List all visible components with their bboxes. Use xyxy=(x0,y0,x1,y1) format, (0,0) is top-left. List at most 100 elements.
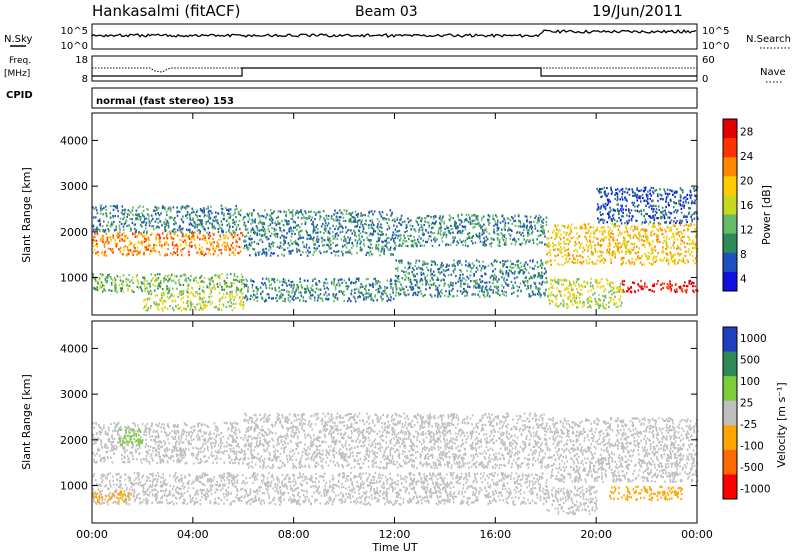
power-echo-cell xyxy=(407,217,409,220)
power-echo-cell xyxy=(278,290,281,293)
power-echo-cell xyxy=(242,218,244,221)
power-echo-cell xyxy=(475,223,477,226)
power-echo-cell xyxy=(469,263,471,266)
power-echo-cell xyxy=(407,261,410,264)
power-echo-cell xyxy=(135,229,137,232)
power-echo-cell xyxy=(442,215,444,218)
power-echo-cell xyxy=(592,231,595,235)
power-echo-cell xyxy=(261,298,264,301)
power-echo-cell xyxy=(356,251,358,255)
power-echo-cell xyxy=(541,220,543,223)
power-echo-cell xyxy=(256,287,258,290)
power-echo-cell xyxy=(501,237,504,240)
power-echo-cell xyxy=(163,291,165,294)
power-echo-cell xyxy=(638,196,640,199)
power-echo-cell xyxy=(374,283,377,286)
power-echo-cell xyxy=(689,190,692,194)
power-echo-cell xyxy=(480,227,482,230)
power-echo-cell xyxy=(564,262,566,265)
power-echo-cell xyxy=(263,227,266,230)
power-echo-cell xyxy=(316,299,319,302)
power-echo-cell xyxy=(550,263,552,266)
power-echo-cell xyxy=(370,233,373,236)
power-echo-cell xyxy=(511,216,513,219)
power-echo-cell xyxy=(536,243,539,246)
power-echo-cell xyxy=(597,255,600,258)
power-echo-cell xyxy=(643,239,645,242)
power-echo-cell xyxy=(601,244,603,247)
power-echo-cell xyxy=(608,229,610,232)
power-echo-cell xyxy=(253,298,256,301)
power-echo-cell xyxy=(158,213,161,217)
power-echo-cell xyxy=(221,207,224,210)
power-echo-cell xyxy=(325,214,328,217)
power-echo-cell xyxy=(342,213,344,216)
power-echo-cell xyxy=(206,286,208,289)
power-echo-cell xyxy=(113,220,115,223)
power-echo-cell xyxy=(140,217,142,220)
power-echo-cell xyxy=(198,232,201,235)
power-echo-cell xyxy=(359,242,361,245)
power-echo-cell xyxy=(353,218,355,221)
power-echo-cell xyxy=(284,240,287,243)
power-echo-cell xyxy=(170,216,172,219)
power-echo-cell xyxy=(270,251,273,254)
power-echo-cell xyxy=(604,296,607,299)
power-echo-cell xyxy=(450,273,453,276)
power-echo-cell xyxy=(185,233,187,236)
power-echo-cell xyxy=(240,304,242,307)
power-echo-cell xyxy=(595,281,597,284)
power-echo-cell xyxy=(475,283,477,286)
power-echo-cell xyxy=(482,230,485,233)
power-echo-cell xyxy=(682,191,684,194)
power-echo-cell xyxy=(110,239,113,242)
power-echo-cell xyxy=(190,237,192,240)
power-echo-cell xyxy=(228,227,231,230)
power-echo-cell xyxy=(619,282,622,285)
power-echo-cell xyxy=(133,245,135,248)
power-echo-cell xyxy=(432,283,435,286)
power-echo-cell xyxy=(262,229,265,233)
power-echo-cell xyxy=(627,231,629,234)
power-echo-cell xyxy=(553,243,555,247)
power-echo-cell xyxy=(324,219,326,222)
power-echo-cell xyxy=(508,228,511,231)
power-echo-cell xyxy=(110,221,113,224)
power-echo-cell xyxy=(589,258,591,261)
power-echo-cell xyxy=(670,219,673,222)
power-echo-cell xyxy=(385,243,388,246)
power-echo-cell xyxy=(405,270,407,273)
power-echo-cell xyxy=(104,229,107,232)
power-echo-cell xyxy=(321,222,324,226)
power-echo-cell xyxy=(426,274,429,277)
power-echo-cell xyxy=(186,204,188,208)
power-echo-cell xyxy=(273,281,276,284)
power-echo-cell xyxy=(536,292,539,296)
power-echo-cell xyxy=(221,285,223,288)
power-echo-cell xyxy=(416,284,418,287)
power-echo-cell xyxy=(614,291,616,294)
power-echo-cell xyxy=(226,292,228,295)
power-echo-cell xyxy=(638,238,641,241)
power-echo-cell xyxy=(328,293,330,296)
power-echo-cell xyxy=(308,237,311,240)
power-echo-cell xyxy=(154,303,157,306)
power-echo-cell xyxy=(653,218,656,222)
power-echo-cell xyxy=(601,285,603,288)
power-echo-cell xyxy=(609,200,611,203)
power-echo-cell xyxy=(172,295,175,298)
power-echo-cell xyxy=(375,244,378,247)
power-echo-cell xyxy=(628,219,630,222)
power-echo-cell xyxy=(680,221,683,224)
power-echo-cell xyxy=(529,215,532,218)
power-echo-cell xyxy=(372,213,374,216)
power-echo-cell xyxy=(315,283,317,286)
power-echo-cell xyxy=(309,291,311,294)
power-echo-cell xyxy=(189,231,191,234)
power-echo-cell xyxy=(503,235,506,238)
power-echo-cell xyxy=(336,217,339,220)
power-echo-cell xyxy=(586,231,589,234)
power-echo-cell xyxy=(463,225,465,229)
power-echo-cell xyxy=(641,235,643,238)
power-echo-cell xyxy=(568,284,570,287)
